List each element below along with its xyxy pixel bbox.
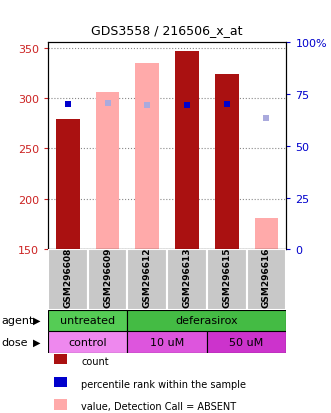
Text: 50 uM: 50 uM <box>229 337 264 347</box>
Bar <box>215 75 239 250</box>
FancyBboxPatch shape <box>48 250 88 310</box>
Bar <box>207 331 286 353</box>
Text: dose: dose <box>2 337 28 347</box>
Text: GDS3558 / 216506_x_at: GDS3558 / 216506_x_at <box>91 24 243 37</box>
Text: ▶: ▶ <box>33 316 40 325</box>
FancyBboxPatch shape <box>127 250 167 310</box>
Bar <box>56 120 80 250</box>
Text: deferasirox: deferasirox <box>175 316 238 325</box>
Bar <box>135 64 159 250</box>
Bar <box>48 310 127 331</box>
Text: ▶: ▶ <box>33 337 40 347</box>
Text: GSM296609: GSM296609 <box>103 247 112 307</box>
Text: GSM296612: GSM296612 <box>143 247 152 307</box>
Bar <box>54 377 67 387</box>
Text: percentile rank within the sample: percentile rank within the sample <box>81 379 246 389</box>
FancyBboxPatch shape <box>88 250 127 310</box>
Text: 10 uM: 10 uM <box>150 337 184 347</box>
Bar <box>255 218 278 250</box>
Text: agent: agent <box>2 316 34 325</box>
Text: control: control <box>69 337 107 347</box>
Bar <box>127 310 286 331</box>
Bar <box>48 331 127 353</box>
Bar <box>54 399 67 410</box>
Text: GSM296608: GSM296608 <box>63 247 72 307</box>
Bar <box>175 52 199 250</box>
FancyBboxPatch shape <box>207 250 247 310</box>
FancyBboxPatch shape <box>247 250 286 310</box>
Text: untreated: untreated <box>60 316 115 325</box>
FancyBboxPatch shape <box>167 250 207 310</box>
Text: GSM296613: GSM296613 <box>182 247 192 307</box>
Bar <box>127 331 207 353</box>
Bar <box>54 354 67 365</box>
Text: GSM296615: GSM296615 <box>222 247 231 307</box>
Text: value, Detection Call = ABSENT: value, Detection Call = ABSENT <box>81 401 236 411</box>
Bar <box>96 93 119 250</box>
Text: GSM296616: GSM296616 <box>262 247 271 307</box>
Text: count: count <box>81 356 109 366</box>
